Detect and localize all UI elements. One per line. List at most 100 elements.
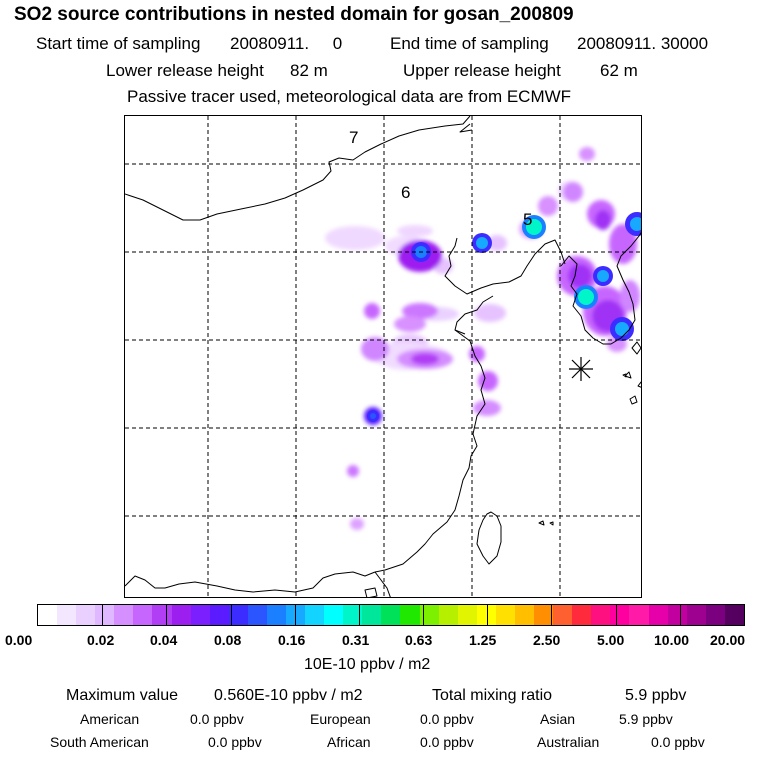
region-value: 0.0 ppbv [208, 734, 262, 750]
concentration-patch [563, 182, 583, 202]
concentration-patch [474, 304, 506, 322]
colorbar-segment [629, 605, 649, 625]
map-panel: 7 6 5 [124, 115, 642, 598]
region-name: South American [50, 734, 149, 750]
colorbar-tick-label: 0.08 [214, 632, 242, 648]
concentration-patch [609, 224, 637, 264]
upper-release-label: Upper release height [403, 61, 561, 80]
concentration-patch [394, 316, 426, 332]
total-mixing-value: 5.9 ppbv [625, 687, 687, 704]
end-time-label: End time of sampling [390, 34, 549, 53]
colorbar-segment [190, 605, 210, 625]
border-line [459, 123, 473, 133]
colorbar-tick-label: 0.02 [87, 632, 115, 648]
concentration-patch [568, 264, 592, 288]
colorbar-tick-label: 20.00 [710, 632, 746, 648]
colorbar-segment [686, 605, 706, 625]
upper-release-value: 62 m [600, 61, 638, 80]
hotspot [630, 217, 641, 231]
colorbar-tick-label: 10.00 [654, 632, 690, 648]
concentration-field [325, 147, 640, 530]
colorbar-segment [724, 605, 744, 625]
hotspot [526, 219, 542, 235]
concentration-patch [579, 147, 595, 161]
colorbar-segment [610, 605, 630, 625]
border-line [125, 571, 376, 593]
end-time-value: 20080911. 30000 [577, 34, 709, 53]
concentration-patch [397, 225, 433, 237]
colorbar-segment [419, 605, 439, 625]
region-value: 0.0 ppbv [651, 734, 705, 750]
colorbar-divider [423, 605, 425, 625]
colorbar-segment [381, 605, 401, 625]
colorbar-segment [247, 605, 267, 625]
tracer-note: Passive tracer used, meteorological data… [127, 87, 572, 106]
lat-lon-grid [125, 116, 641, 597]
colorbar-tick-label: 1.25 [469, 632, 497, 648]
colorbar-tick-label: 0.63 [405, 632, 433, 648]
colorbar-segment [495, 605, 515, 625]
colorbar-divider [166, 605, 168, 625]
region-name: Australian [537, 734, 600, 750]
release-point-marker [569, 357, 593, 381]
colorbar-tick-label: 0.16 [278, 632, 306, 648]
page-title: SO2 source contributions in nested domai… [14, 4, 574, 25]
max-value: 0.560E-10 ppbv / m2 [214, 687, 363, 704]
colorbar-segment [305, 605, 325, 625]
colorbar-divider [487, 605, 489, 625]
colorbar-divider [358, 605, 360, 625]
region-value: 0.0 ppbv [420, 711, 474, 727]
colorbar-segment [133, 605, 153, 625]
coast-line [622, 373, 627, 378]
colorbar-segment [266, 605, 287, 625]
colorbar-tick-label: 0.31 [342, 632, 370, 648]
colorbar-divider [551, 605, 553, 625]
colorbar-divider [230, 605, 232, 625]
colorbar-segment [324, 605, 344, 625]
colorbar-segment [76, 605, 96, 625]
colorbar-tick-label: 0.00 [5, 632, 33, 648]
colorbar-divider [294, 605, 296, 625]
colorbar-segment [553, 605, 573, 625]
concentration-patch [595, 210, 611, 230]
colorbar-divider [102, 605, 104, 625]
colorbar-segment [648, 605, 668, 625]
concentration-patch [411, 353, 439, 365]
coast-line [624, 371, 632, 379]
map-label-5: 5 [523, 210, 532, 229]
colorbar-segment [171, 605, 191, 625]
region-name: European [310, 711, 371, 727]
colorbar-segment [534, 605, 554, 625]
start-time-label: Start time of sampling [36, 34, 201, 53]
colorbar-segment [572, 605, 592, 625]
map-label-7: 7 [349, 128, 358, 147]
colorbar-segment [152, 605, 172, 625]
colorbar-segment [209, 605, 229, 625]
colorbar-tick-label: 5.00 [597, 632, 625, 648]
total-mixing-label: Total mixing ratio [432, 687, 553, 704]
coast-line [374, 329, 486, 573]
coast-line [476, 511, 502, 565]
concentration-patch [350, 518, 364, 530]
concentration-patch [478, 371, 498, 391]
colorbar-segment [38, 605, 58, 625]
coast-line [629, 395, 638, 405]
lower-release-value: 82 m [290, 61, 328, 80]
hotspot [476, 237, 488, 249]
colorbar-segment [57, 605, 77, 625]
coast-line [364, 587, 378, 597]
concentration-patch [487, 235, 507, 251]
colorbar-tick-label: 0.04 [150, 632, 178, 648]
colorbar-segment [114, 605, 134, 625]
concentration-patch [473, 400, 501, 416]
colorbar-segment [705, 605, 725, 625]
concentration-patch [364, 303, 380, 319]
colorbar-segment [476, 605, 496, 625]
colorbar-divider [679, 605, 681, 625]
concentration-patch [402, 303, 438, 319]
concentration-patch [347, 465, 359, 477]
region-value: 0.0 ppbv [420, 734, 474, 750]
colorbar-segment [362, 605, 382, 625]
colorbar-segment [400, 605, 420, 625]
colorbar [37, 604, 745, 626]
